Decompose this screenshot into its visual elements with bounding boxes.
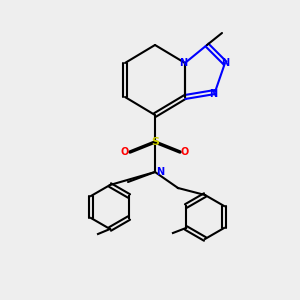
Text: O: O	[121, 147, 129, 157]
Text: O: O	[181, 147, 189, 157]
Text: N: N	[221, 58, 229, 68]
Text: N: N	[156, 167, 164, 177]
Text: S: S	[151, 137, 159, 147]
Text: N: N	[179, 58, 187, 68]
Text: N: N	[209, 89, 217, 99]
